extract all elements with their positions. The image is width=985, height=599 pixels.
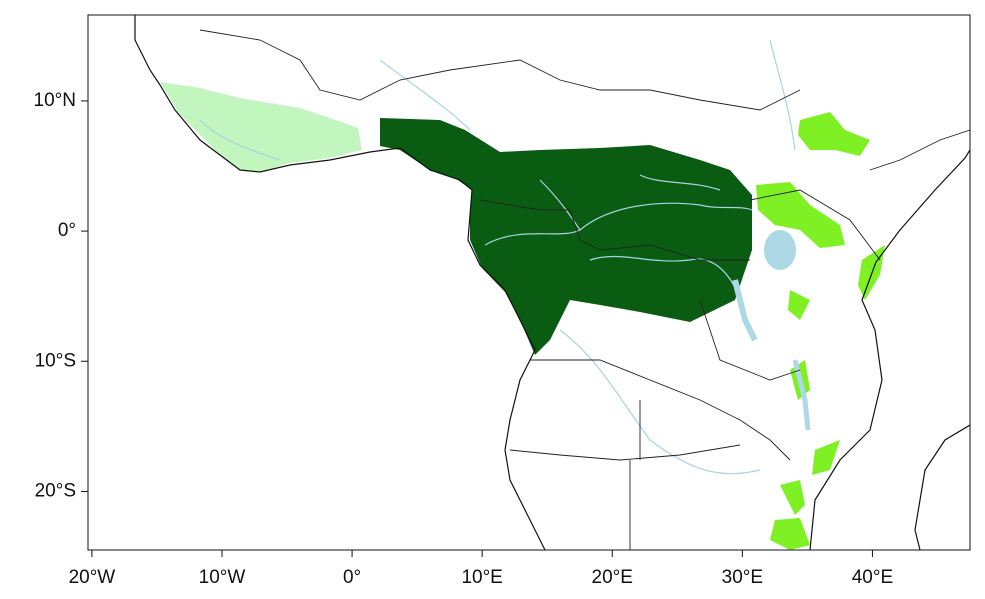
x-tick-label: 10°E [461,567,502,588]
x-tick-label: 0° [343,567,361,588]
y-tick-label: 0° [58,220,76,241]
x-tick-label: 20°W [69,567,116,588]
y-tick-label: 20°S [35,480,76,501]
x-tick-label: 40°E [852,567,893,588]
x-tick-label: 30°E [722,567,763,588]
light-green-region [160,82,362,172]
x-tick-label: 10°W [199,567,246,588]
rivers [199,39,796,475]
lake [764,230,796,270]
y-tick-label: 10°S [35,350,76,371]
madagascar [914,424,970,550]
coastline [809,149,970,550]
x-tick-label: 20°E [592,567,633,588]
y-tick-label: 10°N [34,90,76,111]
map-layers [134,15,970,550]
plot-frame [87,14,971,551]
bright-green-patches [756,112,885,550]
lake [732,279,758,342]
coastline [134,15,546,550]
dark-green-region [380,118,752,355]
borders [199,29,970,550]
lake [792,359,811,431]
